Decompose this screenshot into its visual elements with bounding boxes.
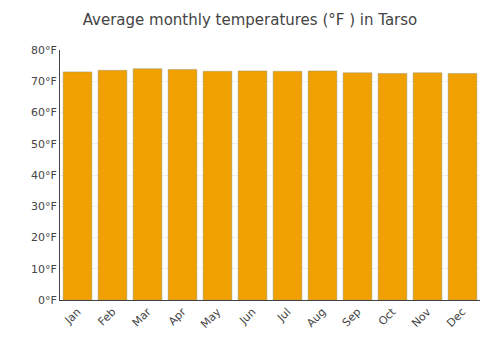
svg-text:Mar: Mar bbox=[130, 305, 154, 329]
svg-text:30°F: 30°F bbox=[31, 200, 57, 213]
svg-text:Nov: Nov bbox=[409, 305, 434, 330]
svg-text:50°F: 50°F bbox=[31, 138, 57, 151]
svg-text:10°F: 10°F bbox=[31, 263, 57, 276]
svg-text:Dec: Dec bbox=[444, 306, 468, 330]
svg-text:Apr: Apr bbox=[166, 305, 189, 328]
svg-text:20°F: 20°F bbox=[31, 231, 57, 244]
svg-text:40°F: 40°F bbox=[31, 169, 57, 182]
svg-text:80°F: 80°F bbox=[31, 44, 57, 57]
svg-text:Jan: Jan bbox=[62, 306, 84, 328]
svg-text:Feb: Feb bbox=[96, 306, 119, 329]
svg-text:Aug: Aug bbox=[304, 306, 328, 330]
svg-text:0°F: 0°F bbox=[38, 294, 57, 307]
svg-text:60°F: 60°F bbox=[31, 106, 57, 119]
svg-text:70°F: 70°F bbox=[31, 75, 57, 88]
svg-text:Average monthly temperatures (: Average monthly temperatures (°F ) in Ta… bbox=[83, 11, 418, 29]
svg-text:May: May bbox=[198, 305, 224, 331]
svg-text:Oct: Oct bbox=[376, 305, 399, 328]
svg-text:Sep: Sep bbox=[340, 306, 364, 330]
svg-text:Jul: Jul bbox=[274, 306, 293, 325]
svg-text:Jun: Jun bbox=[236, 305, 258, 327]
